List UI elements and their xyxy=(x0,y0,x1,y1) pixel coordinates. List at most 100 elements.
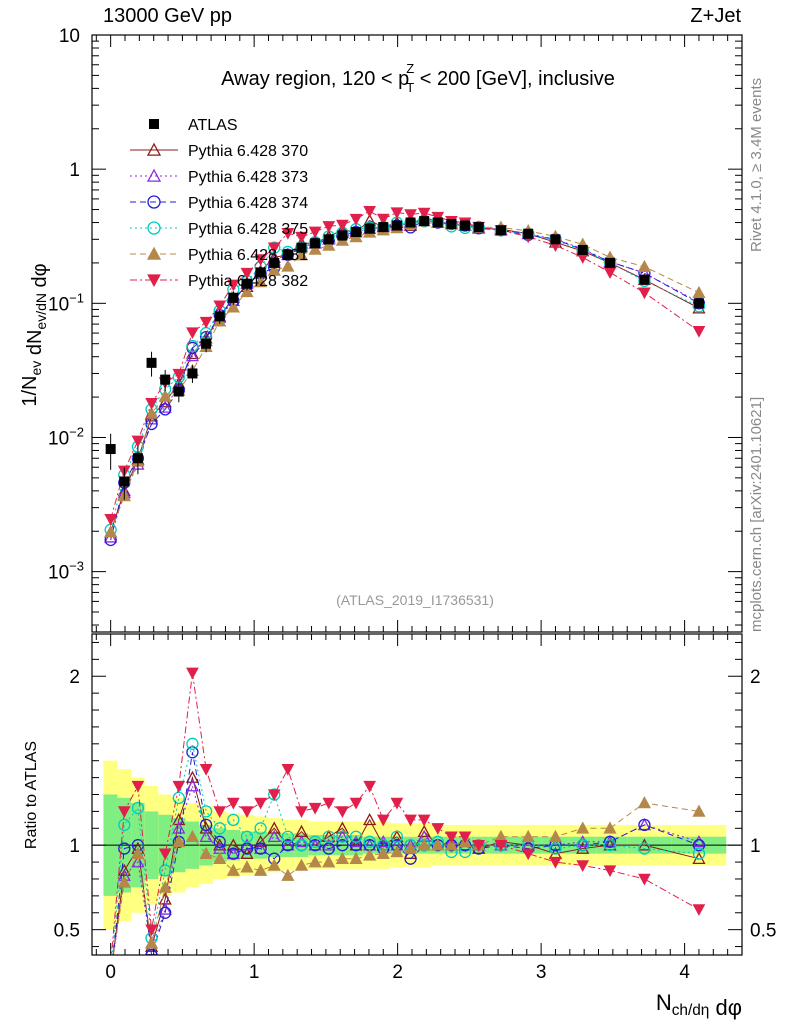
legend-label: Pythia 6.428 382 xyxy=(188,273,308,290)
legend-item-p374: Pythia 6.428 374 xyxy=(130,195,308,212)
legend-label: Pythia 6.428 373 xyxy=(188,169,308,186)
marker xyxy=(523,229,533,239)
marker xyxy=(201,339,211,349)
legend-item-atlas: ATLAS xyxy=(149,117,238,134)
marker xyxy=(694,298,704,308)
marker xyxy=(639,275,649,285)
marker xyxy=(639,261,650,271)
marker xyxy=(337,231,347,241)
marker xyxy=(639,288,650,298)
marker xyxy=(337,807,348,817)
legend-label: ATLAS xyxy=(188,117,238,134)
marker xyxy=(282,764,293,774)
marker xyxy=(577,861,588,871)
y-tick-label: 10−1 xyxy=(48,290,84,315)
x-tick-label: 2 xyxy=(392,962,403,983)
y-tick-label: 10−2 xyxy=(48,424,84,449)
marker xyxy=(446,219,456,229)
y-tick-label: 10 xyxy=(59,26,80,47)
marker xyxy=(693,326,704,336)
marker xyxy=(392,221,402,231)
figure: 0 1 2 3 4 10 1 10−1 10−2 10−3 2 2 1 1 0.5 0.5 1/Nev dNev… xyxy=(0,0,786,1024)
legend-label: Pythia 6.428 375 xyxy=(188,221,308,238)
marker xyxy=(132,436,143,446)
marker xyxy=(323,222,334,232)
marker xyxy=(187,368,197,378)
marker xyxy=(324,234,334,244)
marker xyxy=(351,227,361,237)
marker xyxy=(310,227,321,237)
ratio-y-tick-label: 1 xyxy=(69,836,80,857)
y-tick-label: 1 xyxy=(69,160,80,181)
marker xyxy=(693,287,704,297)
marker xyxy=(148,170,160,181)
marker xyxy=(201,764,212,774)
marker xyxy=(147,358,157,368)
ratio-y-tick-label: 2 xyxy=(69,667,80,688)
marker xyxy=(639,797,650,807)
ratio-y-tick-label-right: 1 xyxy=(750,836,761,857)
y-axis-title-ratio: Ratio to ATLAS xyxy=(23,741,40,849)
ratio-y-tick-label-right: 0.5 xyxy=(750,921,776,942)
marker xyxy=(364,781,375,791)
legend-item-p382: Pythia 6.428 382 xyxy=(130,273,308,290)
marker xyxy=(310,803,321,813)
marker xyxy=(187,328,198,338)
marker xyxy=(578,245,588,255)
marker xyxy=(133,453,143,463)
marker xyxy=(693,905,704,915)
marker xyxy=(406,218,416,228)
marker xyxy=(351,214,362,224)
ratio-y-tick-label-right: 2 xyxy=(750,667,761,688)
marker xyxy=(351,798,362,808)
marker xyxy=(460,221,470,231)
y-tick-label: 10−3 xyxy=(48,559,84,584)
legend-item-p381: Pythia 6.428 381 xyxy=(130,247,308,264)
x-tick-label: 4 xyxy=(679,962,690,983)
marker xyxy=(148,248,160,259)
marker xyxy=(605,258,615,268)
marker xyxy=(282,870,293,880)
marker xyxy=(604,866,615,876)
marker xyxy=(391,798,402,808)
marker xyxy=(378,222,388,232)
marker xyxy=(604,268,615,278)
y-axis-title-main: 1/Nev dNev/dN dφ xyxy=(19,263,51,406)
legend-item-p373: Pythia 6.428 373 xyxy=(130,169,308,186)
analysis-watermark: (ATLAS_2019_I1736531) xyxy=(336,592,494,608)
marker xyxy=(187,668,198,678)
marker xyxy=(474,222,484,232)
x-tick-label: 3 xyxy=(536,962,547,983)
marker xyxy=(433,218,443,228)
legend-label: Pythia 6.428 374 xyxy=(188,195,308,212)
ratio-y-tick-label: 0.5 xyxy=(54,921,80,942)
marker xyxy=(228,798,239,808)
chart-title: Away region, 120 < pZ T < 200 [GeV], incl… xyxy=(221,61,615,95)
x-tick-label: 1 xyxy=(249,962,260,983)
marker xyxy=(364,207,375,217)
marker xyxy=(106,444,116,454)
marker xyxy=(148,222,160,234)
marker xyxy=(296,807,307,817)
marker xyxy=(419,216,429,226)
marker xyxy=(496,225,506,235)
marker xyxy=(255,798,266,808)
marker xyxy=(228,293,238,303)
marker xyxy=(174,387,184,397)
legend: ATLAS Pythia 6.428 370 Pythia 6.428 373 Pyt… xyxy=(130,117,308,290)
marker xyxy=(146,399,157,409)
marker xyxy=(323,798,334,808)
marker xyxy=(310,238,320,248)
marker xyxy=(119,476,129,486)
legend-item-p370: Pythia 6.428 370 xyxy=(130,143,308,160)
x-axis-title: Nch/dη dφ xyxy=(656,990,742,1020)
legend-item-p375: Pythia 6.428 375 xyxy=(130,221,308,238)
ratio-panel xyxy=(92,634,742,984)
marker xyxy=(365,224,375,234)
marker xyxy=(149,119,159,129)
x-tick-label: 0 xyxy=(105,962,116,983)
marker xyxy=(105,527,116,537)
legend-label: Pythia 6.428 370 xyxy=(188,143,308,160)
legend-label: Pythia 6.428 381 xyxy=(188,247,308,264)
marker xyxy=(215,311,225,321)
